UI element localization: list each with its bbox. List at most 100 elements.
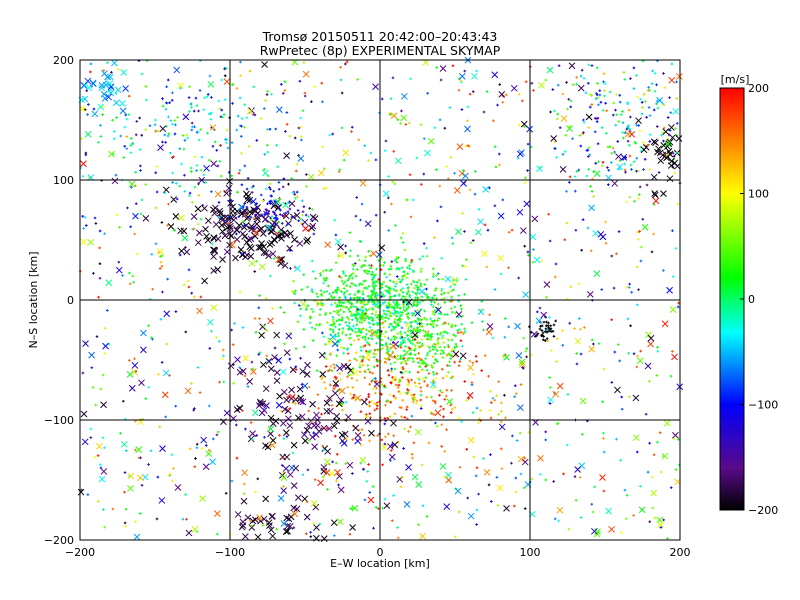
scatter-point (418, 322, 421, 326)
scatter-point (393, 306, 396, 310)
scatter-point (267, 317, 274, 325)
scatter-point (418, 357, 421, 360)
scatter-point (330, 404, 334, 407)
scatter-point (190, 170, 193, 173)
scatter-point (387, 229, 390, 232)
scatter-point (551, 329, 555, 333)
scatter-point (423, 309, 426, 313)
scatter-point (190, 106, 193, 109)
scatter-point (474, 355, 478, 358)
scatter-point (451, 310, 454, 314)
scatter-point (334, 233, 338, 237)
scatter-point (376, 434, 379, 437)
scatter-point (363, 338, 367, 341)
scatter-point (408, 264, 411, 267)
scatter-point (567, 98, 571, 101)
scatter-point (260, 515, 268, 523)
scatter-point (543, 281, 551, 288)
scatter-point (411, 313, 414, 317)
scatter-point (242, 225, 246, 228)
scatter-point (625, 200, 628, 204)
scatter-point (601, 109, 605, 112)
scatter-point (590, 338, 594, 342)
scatter-point (602, 72, 606, 75)
scatter-point (296, 385, 304, 393)
scatter-point (231, 102, 234, 105)
scatter-point (390, 449, 393, 452)
scatter-point (338, 372, 342, 375)
scatter-point (359, 330, 363, 333)
scatter-point (324, 311, 328, 315)
scatter-point (142, 215, 150, 222)
scatter-point (281, 185, 285, 189)
scatter-point (491, 336, 495, 340)
scatter-point (129, 225, 132, 229)
scatter-point (285, 111, 289, 114)
scatter-point (514, 476, 518, 480)
scatter-point (500, 467, 504, 470)
scatter-point (574, 498, 578, 502)
scatter-point (578, 317, 581, 320)
scatter-point (671, 151, 675, 155)
scatter-point (323, 278, 327, 282)
scatter-point (474, 474, 478, 478)
scatter-point (445, 428, 448, 431)
scatter-point (579, 144, 583, 148)
scatter-point (182, 283, 186, 287)
scatter-point (539, 324, 542, 328)
scatter-point (420, 318, 423, 322)
scatter-point (273, 369, 281, 376)
scatter-point (540, 259, 543, 263)
scatter-point (623, 131, 627, 135)
scatter-point (348, 293, 352, 296)
scatter-point (406, 272, 410, 276)
scatter-point (167, 223, 175, 230)
scatter-point (587, 126, 590, 129)
scatter-point (437, 316, 441, 320)
scatter-point (289, 393, 296, 401)
scatter-point (656, 149, 664, 157)
scatter-point (392, 327, 396, 331)
scatter-point (676, 305, 680, 309)
scatter-point (105, 93, 112, 101)
scatter-point (463, 230, 466, 233)
scatter-point (117, 68, 120, 71)
scatter-point (340, 362, 348, 370)
scatter-point (453, 283, 457, 287)
scatter-point (337, 334, 340, 338)
scatter-point (162, 369, 170, 377)
scatter-point (84, 130, 92, 138)
scatter-point (466, 119, 469, 123)
scatter-point (497, 152, 501, 156)
scatter-point (593, 130, 597, 134)
scatter-point (457, 88, 461, 92)
scatter-point (455, 278, 459, 282)
scatter-point (438, 118, 442, 122)
scatter-point (193, 407, 196, 410)
scatter-point (149, 449, 153, 453)
scatter-point (368, 400, 371, 404)
scatter-point (387, 175, 390, 178)
scatter-point (433, 236, 436, 239)
scatter-point (510, 228, 514, 232)
scatter-point (180, 162, 183, 166)
scatter-point (171, 181, 174, 184)
scatter-point (306, 285, 309, 289)
scatter-point (646, 470, 650, 474)
scatter-point (174, 310, 178, 313)
scatter-point (365, 357, 369, 360)
scatter-point (237, 246, 245, 254)
scatter-point (642, 141, 645, 144)
scatter-point (308, 439, 311, 442)
scatter-point (150, 336, 153, 339)
scatter-point (633, 199, 636, 203)
scatter-point (500, 410, 503, 413)
scatter-point (562, 472, 565, 476)
scatter-point (634, 142, 638, 145)
scatter-point (413, 344, 417, 348)
scatter-point (497, 254, 504, 262)
scatter-point (519, 383, 523, 386)
scatter-point (399, 343, 403, 347)
scatter-point (436, 319, 439, 322)
scatter-point (647, 106, 651, 109)
